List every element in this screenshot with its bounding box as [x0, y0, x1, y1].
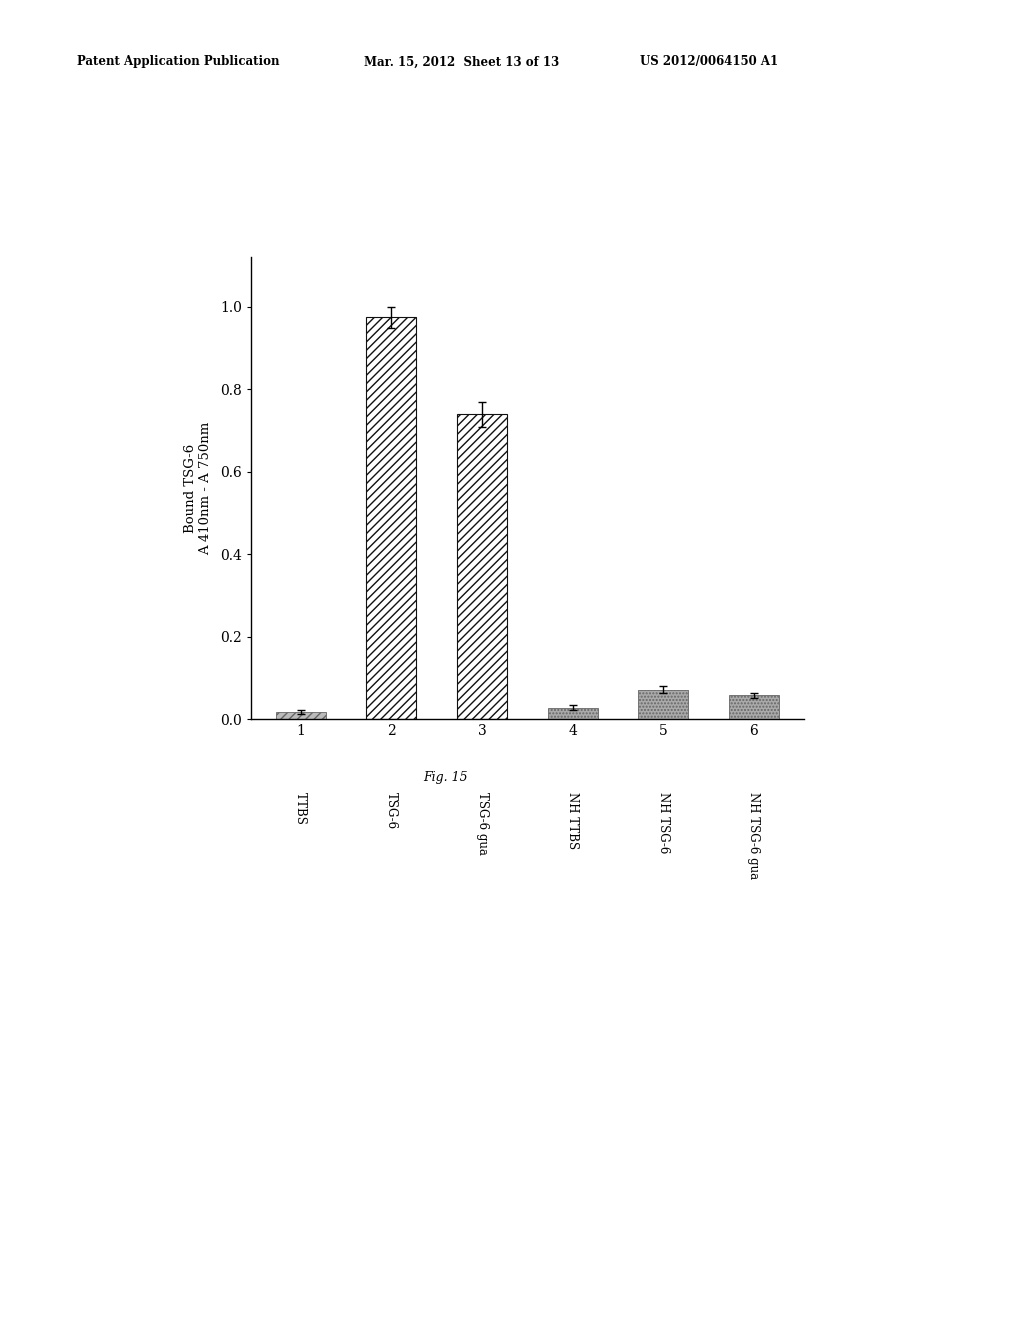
Text: US 2012/0064150 A1: US 2012/0064150 A1 [640, 55, 778, 69]
Text: TTBS: TTBS [294, 792, 307, 825]
Text: TSG-6: TSG-6 [385, 792, 398, 829]
Y-axis label: Bound TSG-6
A 410nm - A 750nm: Bound TSG-6 A 410nm - A 750nm [183, 422, 212, 554]
Text: Fig. 15: Fig. 15 [423, 771, 468, 784]
Text: TSG-6 gua: TSG-6 gua [475, 792, 488, 855]
Text: NH TTBS: NH TTBS [566, 792, 580, 849]
Text: Mar. 15, 2012  Sheet 13 of 13: Mar. 15, 2012 Sheet 13 of 13 [364, 55, 559, 69]
Text: NH TSG-6: NH TSG-6 [656, 792, 670, 853]
Text: Patent Application Publication: Patent Application Publication [77, 55, 280, 69]
Text: NH TSG-6 gua: NH TSG-6 gua [748, 792, 761, 879]
Bar [638, 689, 688, 719]
Bar [367, 317, 417, 719]
Bar [275, 711, 326, 719]
Bar [457, 414, 507, 719]
Bar [729, 696, 779, 719]
Bar [548, 708, 598, 719]
